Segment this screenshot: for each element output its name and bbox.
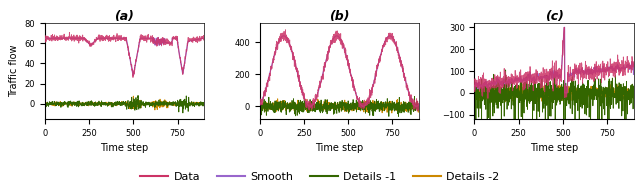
Title: (c): (c) <box>545 10 563 23</box>
X-axis label: Time step: Time step <box>100 143 148 153</box>
X-axis label: Time step: Time step <box>530 143 578 153</box>
Title: (a): (a) <box>115 10 134 23</box>
Legend: Data, Smooth, Details -1, Details -2: Data, Smooth, Details -1, Details -2 <box>136 168 504 186</box>
Title: (b): (b) <box>329 10 349 23</box>
Y-axis label: Traffic flow: Traffic flow <box>9 45 19 97</box>
X-axis label: Time step: Time step <box>315 143 364 153</box>
